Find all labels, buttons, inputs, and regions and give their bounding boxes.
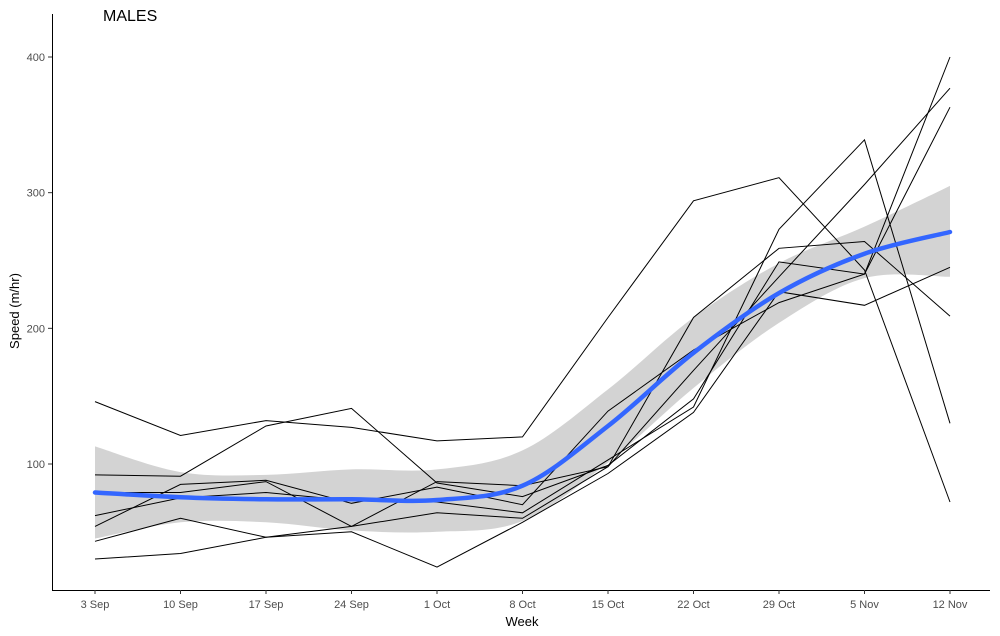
trend-line (92, 229, 953, 504)
series-line-7 (94, 266, 951, 568)
series-line-2 (94, 106, 951, 498)
x-tick-label: 15 Oct (592, 599, 624, 611)
x-tick-label: 1 Oct (424, 599, 450, 611)
confidence-band (95, 185, 950, 539)
x-tick-label: 10 Sep (163, 599, 198, 611)
y-tick-label: 400 (27, 52, 45, 64)
series-line-5 (94, 56, 951, 527)
x-tick-label: 3 Sep (81, 599, 110, 611)
x-tick-label: 8 Oct (509, 599, 535, 611)
y-tick-label: 200 (27, 323, 45, 335)
series-line-1 (94, 177, 951, 503)
x-tick-label: 12 Nov (933, 599, 968, 611)
y-tick-label: 100 (27, 459, 45, 471)
chart-title: MALES (103, 8, 157, 25)
x-axis-ticks: 3 Sep 10 Sep 17 Sep 24 Sep 1 Oct 8 Oct 15 Oct 2… (81, 590, 968, 611)
series-line-4 (94, 138, 951, 517)
x-axis-title: Week (506, 614, 539, 629)
x-tick-label: 5 Nov (850, 599, 879, 611)
series-line-6 (94, 87, 951, 542)
x-tick-label: 24 Sep (334, 599, 369, 611)
x-tick-label: 17 Sep (249, 599, 284, 611)
confidence-band-layer (95, 185, 950, 539)
y-axis-title: Speed (m/hr) (7, 273, 22, 349)
y-tick-label: 300 (27, 188, 45, 200)
x-tick-label: 22 Oct (677, 599, 709, 611)
x-tick-label: 29 Oct (763, 599, 795, 611)
trend-layer (92, 229, 953, 504)
y-axis-ticks: 100 200 300 400 (27, 52, 52, 471)
